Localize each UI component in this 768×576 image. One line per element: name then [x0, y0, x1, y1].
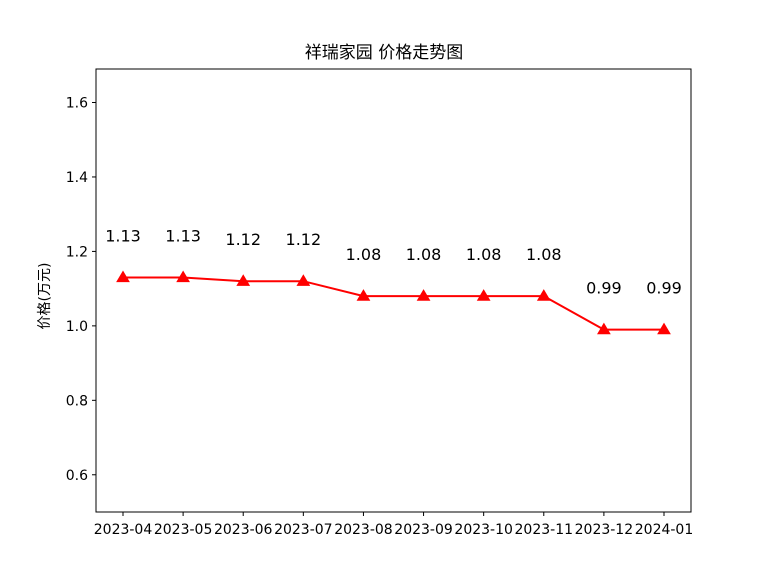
triangle-marker [416, 289, 431, 301]
triangle-marker [116, 270, 130, 283]
data-label: 1.13 [105, 226, 141, 245]
triangle-marker [476, 289, 491, 301]
x-tick-label: 2023-12 [575, 522, 634, 538]
x-tick-label: 2023-10 [454, 522, 513, 538]
data-label: 1.08 [406, 245, 442, 264]
y-tick-label: 1.6 [66, 96, 88, 112]
x-tick-label: 2023-09 [394, 522, 453, 538]
series-line [123, 276, 664, 331]
y-tick-label: 1.0 [66, 319, 88, 335]
x-tick-label: 2024-01 [635, 522, 694, 538]
data-label: 1.13 [165, 226, 201, 245]
triangle-marker [236, 274, 251, 286]
triangle-marker [536, 289, 551, 301]
triangle-marker [176, 270, 190, 283]
data-label: 1.08 [466, 245, 502, 264]
data-label: 0.99 [646, 279, 682, 298]
x-tick-label: 2023-05 [154, 522, 213, 538]
y-tick-label: 0.6 [66, 468, 88, 484]
data-label: 1.08 [526, 245, 562, 264]
y-tick-label: 1.4 [66, 170, 88, 186]
plot-frame [95, 68, 692, 513]
x-tick-label: 2023-06 [214, 522, 273, 538]
x-tick-label: 2023-11 [515, 522, 574, 538]
x-tick-label: 2023-04 [94, 522, 153, 538]
data-label: 1.12 [286, 230, 322, 249]
triangle-marker [356, 289, 371, 301]
y-axis-label: 价格(万元) [37, 263, 53, 330]
y-tick-label: 0.8 [66, 393, 88, 409]
chart-title: 祥瑞家园 价格走势图 [305, 43, 463, 63]
x-tick-label: 2023-08 [334, 522, 393, 538]
triangle-marker [597, 322, 611, 335]
data-label: 0.99 [586, 279, 622, 298]
triangle-marker [296, 274, 311, 286]
triangle-marker [657, 322, 671, 335]
data-label: 1.08 [346, 245, 382, 264]
data-label: 1.12 [225, 230, 261, 249]
x-tick-label: 2023-07 [274, 522, 333, 538]
y-tick-label: 1.2 [66, 244, 88, 260]
